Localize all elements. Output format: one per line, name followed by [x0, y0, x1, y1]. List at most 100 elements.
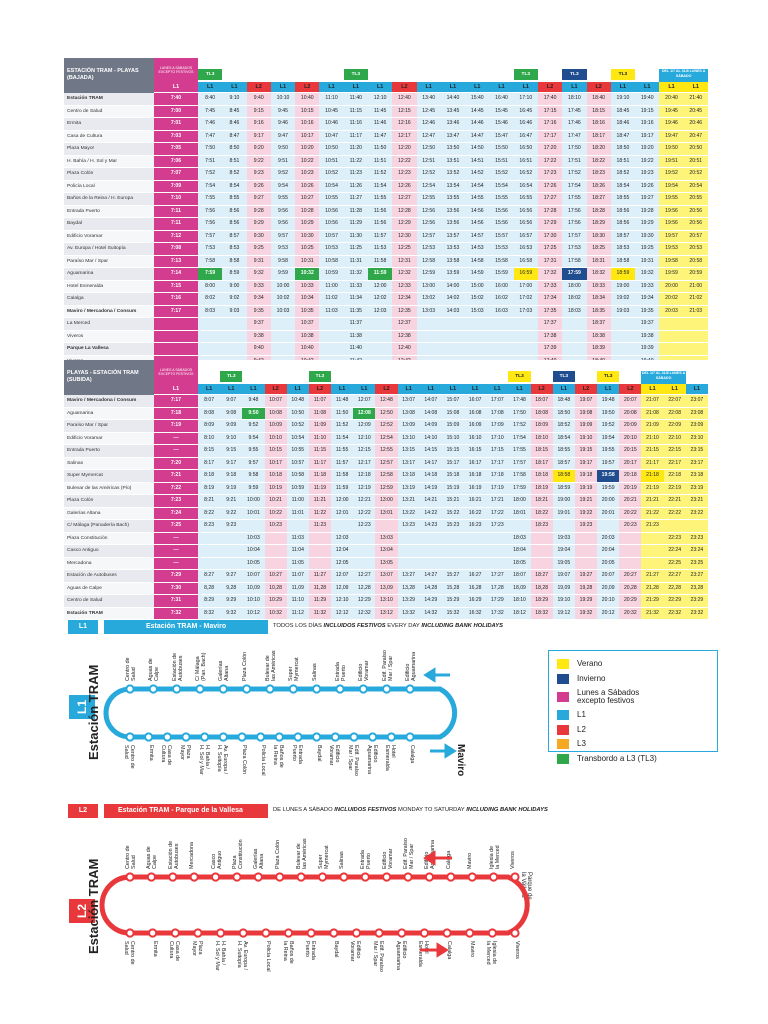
departure-time: 16:46 — [513, 117, 538, 131]
departure-time: 19:50 — [659, 142, 684, 156]
departure-time: 14:19 — [419, 482, 442, 495]
departure-time: 15:29 — [441, 594, 465, 608]
departure-time: 12:05 — [331, 557, 354, 570]
departure-time: 13:00 — [416, 280, 441, 293]
departure-time: 14,28 — [419, 582, 442, 595]
line-header: L1 — [685, 384, 708, 395]
stop-dot — [349, 732, 359, 742]
departure-time: 17:56 — [562, 205, 587, 218]
departure-time: 8:15 — [198, 444, 221, 458]
departure-time: 14:23 — [419, 519, 442, 533]
departure-time: 12:54 — [375, 432, 398, 445]
departure-time: 19,09 — [552, 582, 575, 595]
departure-time: 23:32 — [685, 607, 708, 620]
departure-time — [619, 557, 642, 570]
line-header: L2 — [619, 384, 642, 395]
departure-time: 11:58 — [331, 469, 354, 483]
departure-time: 9:55 — [242, 444, 265, 458]
line-header: L1 — [220, 384, 243, 395]
column-tag: TL3 — [552, 371, 575, 382]
stop-dot — [335, 684, 345, 694]
departure-time — [685, 519, 708, 533]
departure-time: 10:47 — [319, 130, 344, 143]
line-header: L1 — [508, 384, 531, 395]
departure-time: 13:56 — [440, 205, 466, 218]
departure-time — [353, 532, 376, 545]
departure-time: 20:23 — [619, 519, 642, 533]
departure-time: 12:23 — [392, 167, 417, 181]
departure-time: 14:59 — [465, 267, 490, 281]
departure-time: 20:32 — [619, 607, 642, 620]
departure-time: 13:12 — [375, 607, 398, 620]
column-tag: TL3 — [308, 371, 332, 382]
departure-time: 8:10 — [198, 432, 221, 445]
departure-time: 18:35 — [586, 305, 611, 318]
departure-time: 9:52 — [270, 167, 296, 181]
departure-time: 7:16 — [154, 292, 198, 306]
departure-time: 9:59 — [270, 267, 296, 281]
stop-dot — [261, 928, 271, 938]
departure-time: 8:52 — [222, 167, 247, 181]
departure-time: 7:19 — [154, 419, 198, 433]
departure-time: 11:03 — [286, 532, 309, 545]
departure-time: 9:46 — [270, 117, 296, 131]
departure-time: — — [154, 544, 198, 558]
departure-time — [220, 557, 243, 570]
departure-time: 7:58 — [198, 255, 223, 268]
departure-time: 18:07 — [530, 394, 553, 408]
stop-name: Maviro / Mercadona / Consum — [64, 305, 154, 318]
departure-time: 9:51 — [270, 155, 296, 168]
departure-time: 10:52 — [319, 167, 344, 181]
departure-time: 12:37 — [392, 317, 417, 331]
departure-time: 19:52 — [597, 419, 620, 433]
stop-dot — [283, 928, 294, 938]
stop-dot — [405, 732, 415, 742]
departure-time: 23:22 — [685, 507, 708, 520]
line-header: L1 — [441, 384, 465, 395]
departure-time: — — [154, 557, 198, 570]
departure-time: 9:15 — [246, 105, 271, 118]
departure-time: 10:07 — [242, 569, 265, 583]
stop-dot — [237, 732, 247, 742]
departure-time: 9:03 — [222, 305, 247, 318]
departure-time: 11:00 — [286, 494, 309, 508]
departure-time: 11:54 — [367, 180, 393, 193]
departure-time: 13:07 — [375, 569, 398, 583]
departure-time: 11:09 — [308, 419, 332, 433]
departure-time: 8:21 — [198, 494, 221, 508]
column-tag: TL3 — [343, 69, 368, 80]
departure-time: 13:05 — [375, 557, 398, 570]
departure-time — [198, 317, 223, 331]
departure-time: 9:55 — [270, 192, 296, 206]
departure-time: 18:29 — [586, 217, 611, 231]
departure-time: 9:35 — [246, 305, 271, 318]
departure-time: 19:16 — [635, 117, 660, 131]
departure-time: 10:57 — [286, 457, 309, 470]
departure-time: 17:20 — [537, 142, 563, 156]
departure-time: 7:53 — [198, 242, 223, 256]
departure-time: 16:59 — [513, 267, 538, 281]
departure-time: 17:32 — [486, 607, 509, 620]
timetable-title: ESTACIÓN TRAM - PLAYAS (BAJADA) — [64, 58, 154, 93]
departure-time: 10:29 — [295, 217, 320, 231]
departure-time: 22:25 — [663, 557, 686, 570]
departure-time: 17:59 — [508, 482, 531, 495]
stop-name: Edificio Voramar — [64, 432, 154, 445]
departure-time: 8:54 — [222, 180, 247, 193]
departure-time: 17:52 — [562, 167, 587, 181]
departure-time: 17:59 — [562, 267, 587, 281]
departure-time: 19:58 — [597, 469, 620, 483]
departure-time: 20:05 — [597, 557, 620, 570]
departure-time — [441, 544, 465, 558]
departure-time: 17:33 — [537, 280, 563, 293]
departure-time: 12:54 — [416, 180, 441, 193]
departure-time: 15:40 — [465, 92, 490, 106]
departure-time: 20:58 — [683, 255, 708, 268]
departure-time: 10:29 — [264, 594, 287, 608]
departure-time: 17:17 — [537, 130, 563, 143]
departure-time: 10:59 — [319, 267, 344, 281]
departure-time: 8:53 — [222, 242, 247, 256]
departure-time: 19:52 — [659, 167, 684, 181]
departure-time: 19:31 — [635, 255, 660, 268]
departure-time: 10:21 — [264, 494, 287, 508]
